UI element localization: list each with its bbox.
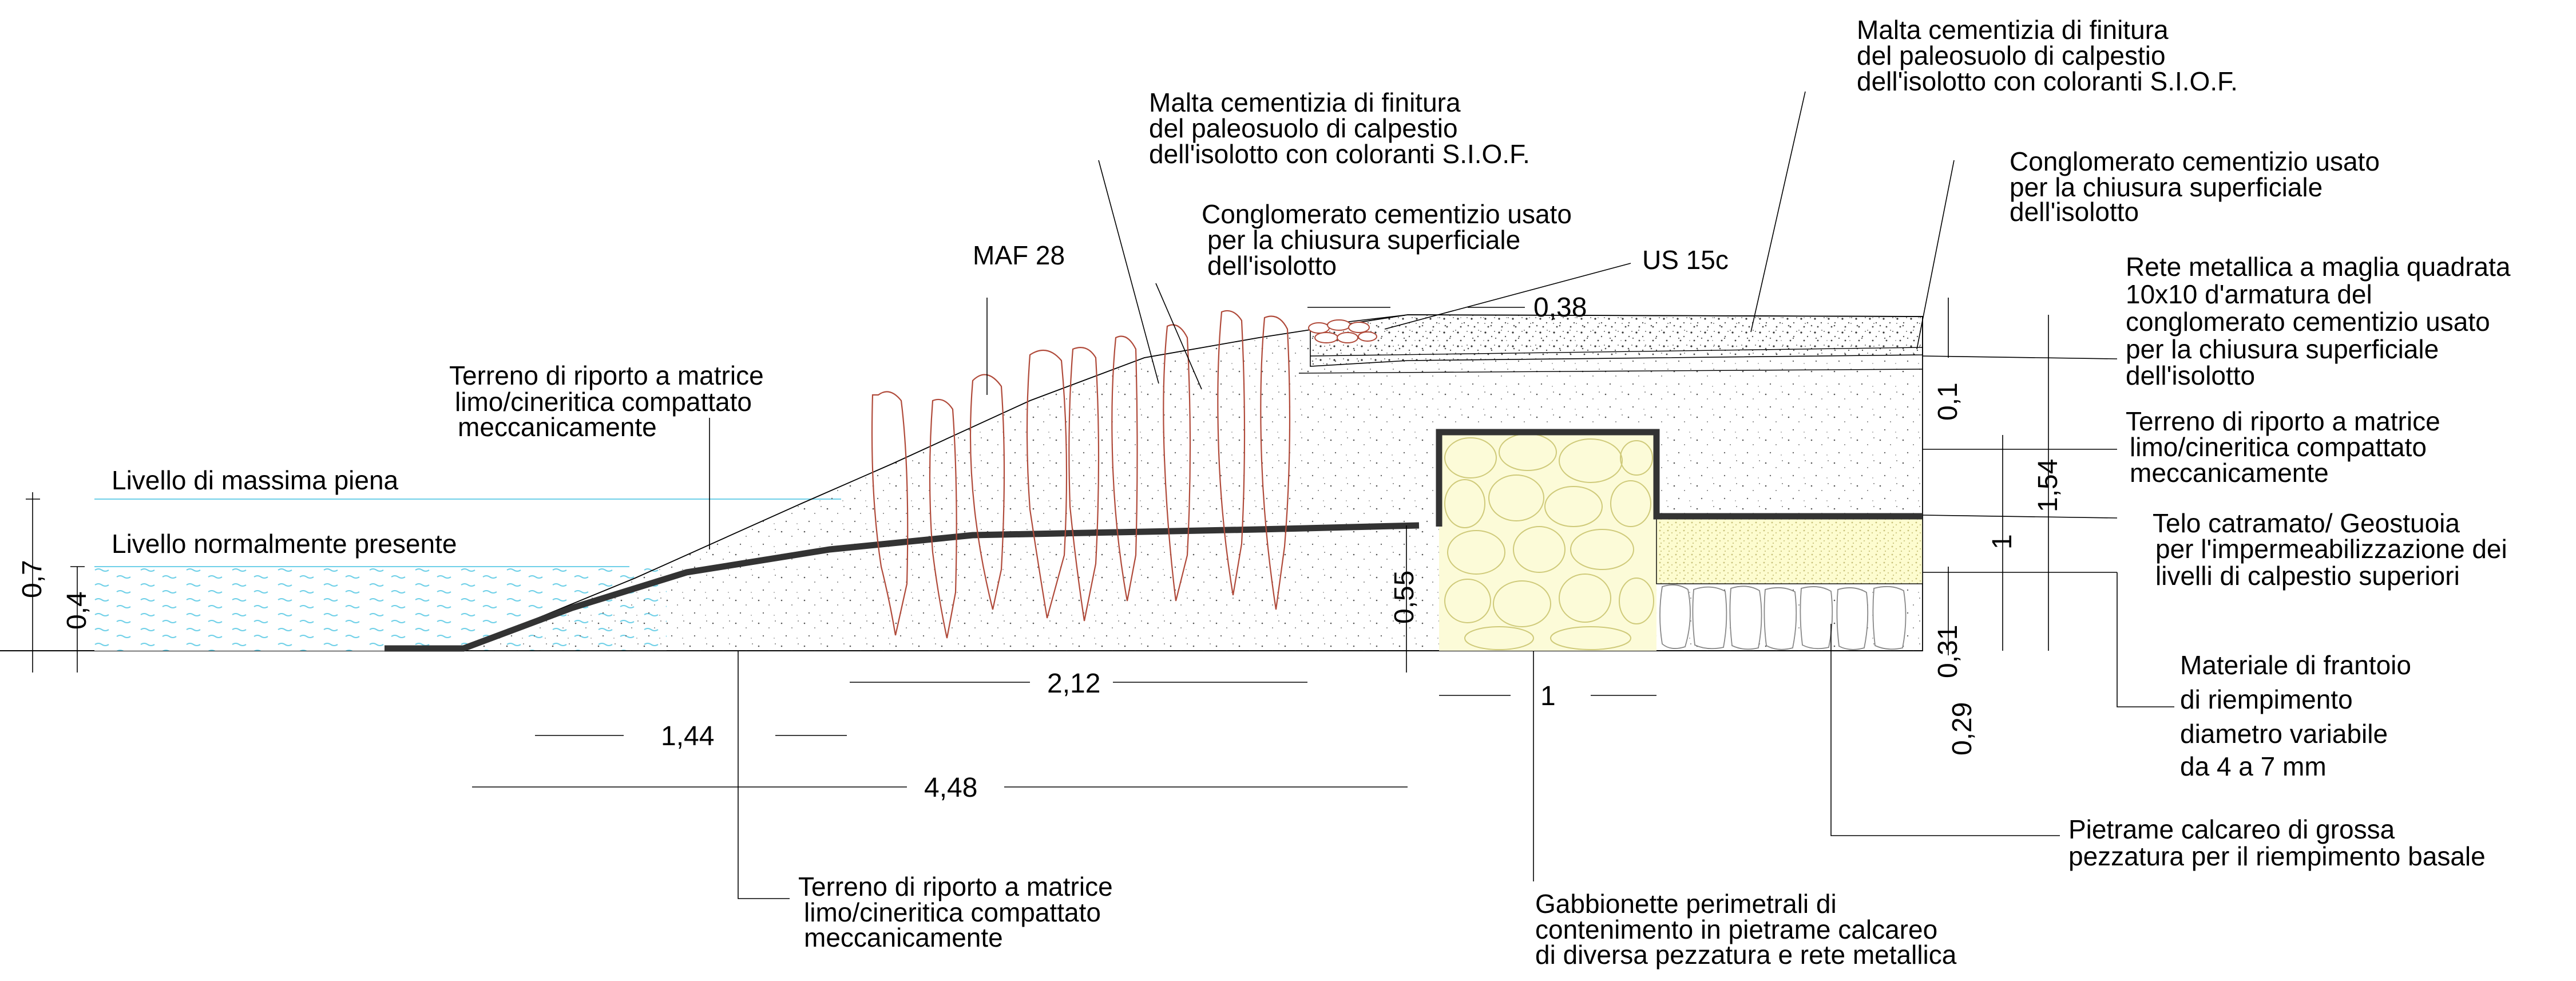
maf-label: MAF 28 [973,240,1065,270]
svg-text:di riempimento: di riempimento [2180,685,2353,714]
svg-text:per la chiusura superficiale: per la chiusura superficiale [2126,334,2439,364]
svg-text:dell'isolotto: dell'isolotto [1207,251,1337,280]
svg-text:dell'isolotto con coloranti S.: dell'isolotto con coloranti S.I.O.F. [1149,139,1530,169]
dim-0-4: 0,4 [62,591,92,630]
concrete-mid-callout: Conglomerato cementizio usato per la chi… [1202,199,1572,280]
svg-text:dell'isolotto con coloranti S.: dell'isolotto con coloranti S.I.O.F. [1857,66,2238,96]
svg-text:per la chiusura superficiale: per la chiusura superficiale [1207,225,1520,255]
svg-text:Terreno di riporto a matrice: Terreno di riporto a matrice [449,361,764,390]
svg-text:meccanicamente: meccanicamente [2130,458,2329,488]
svg-text:Conglomerato cementizio usato: Conglomerato cementizio usato [1202,199,1572,229]
dim-1-44: 1,44 [661,721,714,751]
mortar-line [1310,347,1923,357]
gabion-callout: Gabbionette perimetrali di contenimento … [1535,889,1957,970]
membrane-gabion [1436,429,1923,527]
dim-0-29: 0,29 [1947,702,1977,755]
svg-text:limo/cineritica compattato: limo/cineritica compattato [455,387,752,417]
stone-pillars [871,310,1291,639]
dim-0-7: 0,7 [17,560,47,598]
svg-text:Malta cementizia di finitura: Malta cementizia di finitura [1857,15,2169,45]
svg-text:limo/cineritica compattato: limo/cineritica compattato [2130,432,2427,462]
fill-left-callout: Terreno di riporto a matrice limo/cineri… [449,361,764,442]
svg-text:contenimento in pietrame calca: contenimento in pietrame calcareo [1535,915,1937,944]
svg-text:del paleosuolo di calpestio: del paleosuolo di calpestio [1149,113,1458,143]
svg-text:Malta cementizia di finitura: Malta cementizia di finitura [1149,88,1461,117]
svg-text:Materiale di frantoio: Materiale di frantoio [2180,650,2411,680]
svg-text:per la chiusura superficiale: per la chiusura superficiale [2010,172,2323,202]
leader-lines [709,91,2174,899]
dim-0-38: 0,38 [1533,292,1587,323]
concrete-layer [1310,314,1923,367]
mesh-line [1298,369,1923,374]
gravel-callout: Materiale di frantoio di riempimento dia… [2180,650,2411,781]
rubble-callout: Pietrame calcareo di grossa pezzatura pe… [2068,814,2486,871]
dim-0-55: 0,55 [1389,571,1420,624]
rubble-basal-fill [1659,584,1907,650]
svg-text:Gabbionette perimetrali di: Gabbionette perimetrali di [1535,889,1837,919]
mortar-top-callout: Malta cementizia di finitura del paleosu… [1857,15,2238,96]
dim-2-12: 2,12 [1047,668,1100,699]
svg-text:conglomerato cementizio usato: conglomerato cementizio usato [2126,307,2490,337]
us-label: US 15c [1642,245,1729,275]
dim-0-1: 0,1 [1933,382,1963,421]
membrane-left [385,522,1420,652]
dim-1-right: 1 [1987,534,2018,549]
svg-text:per l'impermeabilizzazione dei: per l'impermeabilizzazione dei [2155,534,2507,564]
normal-level-label: Livello normalmente presente [112,529,457,559]
svg-text:dell'isolotto: dell'isolotto [2126,361,2255,390]
svg-text:livelli di calpestio superiori: livelli di calpestio superiori [2155,561,2460,591]
dim-4-48: 4,48 [924,773,977,803]
svg-text:del paleosuolo di calpestio: del paleosuolo di calpestio [1857,41,2166,70]
mesh-callout: Rete metallica a maglia quadrata 10x10 d… [2126,252,2511,390]
svg-text:diametro variabile: diametro variabile [2180,719,2388,749]
svg-text:pezzatura per il riempimento b: pezzatura per il riempimento basale [2068,841,2486,871]
svg-text:Terreno di riporto a matrice: Terreno di riporto a matrice [2126,406,2440,436]
svg-text:Pietrame calcareo di grossa: Pietrame calcareo di grossa [2068,814,2395,844]
fill-bottom-callout: Terreno di riporto a matrice limo/cineri… [798,872,1113,952]
svg-text:Terreno di riporto a matrice: Terreno di riporto a matrice [798,872,1113,901]
concrete-right-callout: Conglomerato cementizio usato per la chi… [2010,147,2380,227]
svg-text:meccanicamente: meccanicamente [804,923,1003,952]
dim-1-gabion: 1 [1540,681,1556,711]
svg-text:10x10 d'armatura del: 10x10 d'armatura del [2126,279,2372,309]
us15c-cobbles [1308,319,1377,343]
membrane-callout: Telo catramato/ Geostuoia per l'impermea… [2153,508,2507,591]
dim-0-31: 0,31 [1933,625,1963,678]
mortar-mid-callout: Malta cementizia di finitura del paleosu… [1149,88,1530,169]
svg-text:limo/cineritica compattato: limo/cineritica compattato [804,897,1101,927]
svg-text:dell'isolotto: dell'isolotto [2010,197,2139,227]
svg-text:Rete metallica a maglia quadra: Rete metallica a maglia quadrata [2126,252,2511,282]
fill-right-callout: Terreno di riporto a matrice limo/cineri… [2126,406,2440,488]
svg-text:di diversa pezzatura e rete me: di diversa pezzatura e rete metallica [1535,940,1957,970]
svg-text:da 4 a 7 mm: da 4 a 7 mm [2180,751,2327,781]
dimension-lines [26,298,2049,788]
svg-text:Telo catramato/ Geostuoia: Telo catramato/ Geostuoia [2153,508,2460,538]
svg-text:meccanicamente: meccanicamente [458,412,657,442]
dim-1-54: 1,54 [2033,459,2063,512]
max-level-label: Livello di massima piena [112,465,399,495]
gravel-fill [1656,516,1923,584]
svg-text:Conglomerato cementizio usato: Conglomerato cementizio usato [2010,147,2380,176]
gabion-stones [1444,433,1654,650]
